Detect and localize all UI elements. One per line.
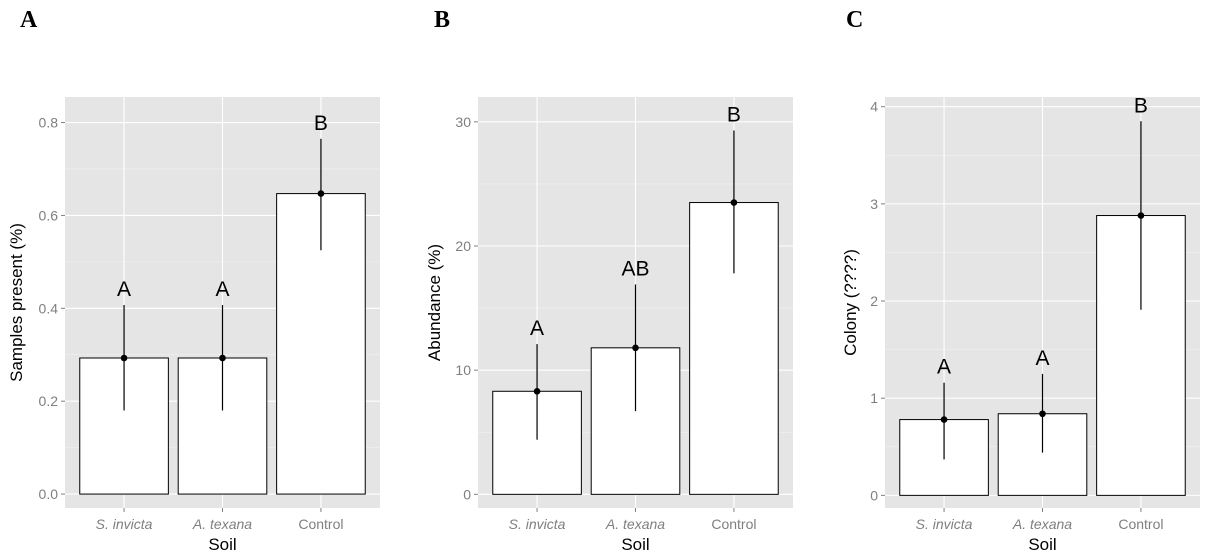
panel-c-significance-label: A: [1035, 347, 1049, 370]
panel-c-x-tick-label: A. texana: [1012, 516, 1072, 532]
panel-b-significance-label: AB: [621, 257, 649, 280]
panel-b-significance-label: B: [727, 104, 741, 127]
panel-c-y-tick-label: 2: [870, 293, 878, 309]
panel-c-x-axis-title: Soil: [1028, 535, 1056, 554]
panel-b-x-tick-label: S. invicta: [509, 516, 566, 532]
panel-a-y-tick-label: 0.0: [39, 486, 59, 502]
panel-b-y-tick-label: 20: [455, 238, 471, 254]
panel-a-x-tick-label: A. texana: [192, 516, 252, 532]
panel-b-x-tick-label: A. texana: [605, 516, 665, 532]
panel-a-y-tick-label: 0.4: [39, 300, 59, 316]
panel-c-y-axis-title: Colony (????): [841, 249, 860, 356]
panel-a-y-axis-title: Samples present (%): [7, 223, 26, 382]
panel-letter-b: B: [434, 7, 450, 33]
panel-letter-c: C: [846, 7, 863, 33]
panel-a-significance-label: B: [314, 112, 328, 135]
panel-c-x-tick-label: S. invicta: [916, 516, 973, 532]
panel-b-x-axis-title: Soil: [621, 535, 649, 554]
panel-c-significance-label: B: [1134, 94, 1148, 117]
panel-b-y-tick-label: 30: [455, 114, 471, 130]
panel-a-mean-point: [219, 354, 226, 362]
panel-a-x-axis-title: Soil: [208, 535, 236, 554]
panel-b-x-tick-label: Control: [711, 516, 756, 532]
panel-c-y-tick-label: 4: [870, 99, 878, 115]
panel-c-chart: 0 1 2 3 4 A A B S. invicta A. texana Control Soil Co…: [841, 94, 1200, 554]
panel-c-y-tick-label: 1: [870, 390, 878, 406]
panel-a-x-tick-label: S. invicta: [96, 516, 153, 532]
panel-b-mean-point: [632, 344, 639, 352]
panel-c-mean-point: [1039, 410, 1046, 418]
panel-b-mean-point: [533, 387, 541, 395]
panel-c-x-tick-label: Control: [1118, 516, 1163, 532]
panel-b-y-tick-label: 0: [463, 486, 471, 502]
panel-b-y-axis-title: Abundance (%): [425, 244, 444, 361]
panel-a-x-tick-label: Control: [298, 516, 343, 532]
panel-c-significance-label: A: [937, 356, 951, 379]
panel-letter-a: A: [20, 7, 38, 33]
panel-c-y-tick-label: 0: [870, 487, 878, 503]
panel-c-y-tick-label: 3: [870, 196, 878, 212]
panel-a-y-tick-label: 0.8: [39, 115, 59, 131]
panel-a-significance-label: A: [117, 278, 131, 301]
panel-a-significance-label: A: [215, 278, 229, 301]
panel-b-y-tick-label: 10: [455, 362, 471, 378]
panel-b-chart: 0 10 20 30 A AB B S. invicta A. texana Control Soi…: [425, 97, 793, 554]
panel-c-mean-point: [940, 416, 948, 423]
panel-a-mean-point: [120, 354, 128, 362]
panel-b-mean-point: [730, 199, 738, 206]
panel-a-y-tick-label: 0.2: [39, 393, 59, 409]
panel-a-chart: 0.0 0.2 0.4 0.6 0.8 A A B S. invicta A. texana Con…: [7, 97, 380, 554]
panel-c-mean-point: [1137, 212, 1145, 219]
panel-a-mean-point: [317, 190, 325, 197]
panel-b-significance-label: A: [530, 317, 544, 340]
panel-a-y-tick-label: 0.6: [39, 207, 59, 223]
